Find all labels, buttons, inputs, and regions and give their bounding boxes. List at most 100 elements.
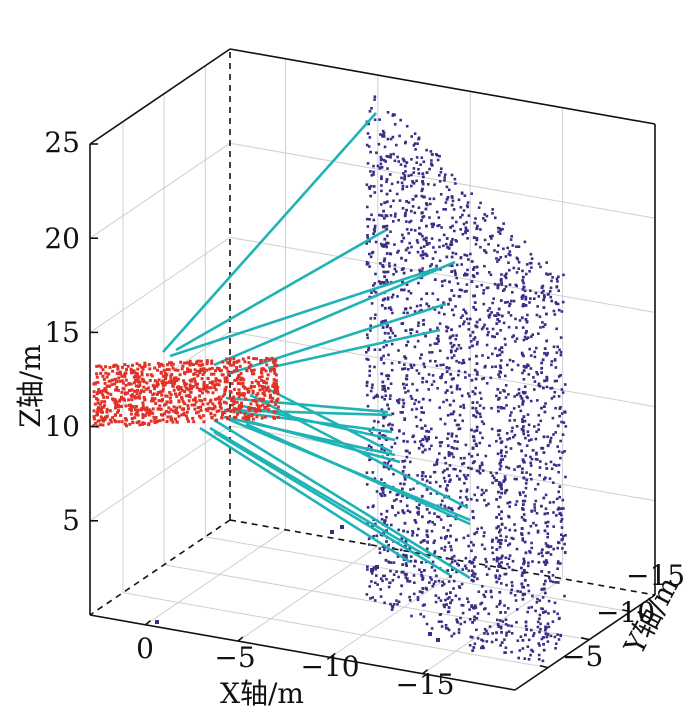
camera-point xyxy=(161,418,165,422)
building-point xyxy=(422,323,425,326)
building-point xyxy=(452,554,456,558)
camera-point xyxy=(170,363,174,367)
camera-point xyxy=(138,423,142,427)
building-point xyxy=(522,415,526,418)
building-point xyxy=(545,272,548,275)
camera-point xyxy=(142,406,146,410)
building-point xyxy=(525,272,528,276)
building-point xyxy=(521,458,525,462)
building-point xyxy=(392,499,396,502)
building-point xyxy=(367,358,370,361)
building-point xyxy=(525,444,529,447)
building-point xyxy=(543,591,547,595)
building-point xyxy=(474,415,478,419)
building-point xyxy=(521,420,524,424)
building-point xyxy=(442,233,446,237)
building-point xyxy=(541,554,544,558)
building-point xyxy=(504,623,508,626)
building-point xyxy=(525,628,528,631)
camera-point xyxy=(257,384,261,388)
building-point xyxy=(483,219,487,222)
camera-point xyxy=(156,407,160,411)
building-point xyxy=(413,310,417,313)
building-point xyxy=(484,607,487,610)
y-tick-label: −10 xyxy=(596,596,655,629)
building-point xyxy=(545,312,548,316)
building-point xyxy=(372,284,375,287)
building-point xyxy=(381,434,385,437)
building-point xyxy=(520,316,524,320)
building-point xyxy=(455,538,458,541)
building-point xyxy=(380,175,383,178)
building-point xyxy=(404,554,408,558)
building-point xyxy=(543,512,547,516)
building-point xyxy=(443,312,446,316)
building-point xyxy=(384,389,387,393)
camera-point xyxy=(270,399,274,403)
camera-point xyxy=(133,394,137,398)
building-point xyxy=(488,313,492,316)
building-point xyxy=(497,230,500,234)
building-point xyxy=(402,529,405,533)
building-point xyxy=(397,349,400,352)
building-point xyxy=(529,252,533,256)
building-point xyxy=(475,577,479,581)
building-point xyxy=(444,487,448,490)
camera-point xyxy=(224,385,228,389)
camera-point xyxy=(145,373,149,377)
building-point xyxy=(458,413,462,417)
building-point xyxy=(480,463,484,467)
building-point xyxy=(522,503,525,506)
building-point xyxy=(482,491,486,495)
building-point xyxy=(466,498,469,501)
building-point xyxy=(366,336,369,340)
building-point xyxy=(425,529,429,533)
building-point xyxy=(552,345,556,349)
camera-point xyxy=(257,405,260,409)
camera-point xyxy=(199,359,203,363)
building-point xyxy=(499,451,503,454)
camera-point xyxy=(234,415,238,419)
building-point xyxy=(461,314,464,317)
building-point xyxy=(544,542,548,545)
camera-point xyxy=(140,365,143,369)
camera-point xyxy=(184,394,188,398)
camera-point xyxy=(194,383,198,386)
building-point xyxy=(480,543,484,547)
building-point xyxy=(454,594,458,598)
camera-point xyxy=(116,403,120,407)
building-point xyxy=(402,402,406,405)
building-point xyxy=(499,565,503,568)
building-point xyxy=(423,435,427,438)
building-point xyxy=(463,253,466,257)
building-point xyxy=(491,365,494,369)
building-point xyxy=(500,482,503,486)
building-point xyxy=(552,395,556,398)
building-point xyxy=(379,588,382,591)
camera-point xyxy=(208,367,212,371)
building-point xyxy=(330,530,334,534)
building-point xyxy=(413,440,417,444)
camera-point xyxy=(138,363,142,367)
building-point xyxy=(380,408,384,411)
building-point xyxy=(386,167,389,170)
building-point xyxy=(498,364,502,368)
building-point xyxy=(428,216,431,219)
building-point xyxy=(375,565,379,569)
building-point xyxy=(405,556,408,560)
building-point xyxy=(530,257,534,260)
building-point xyxy=(559,373,562,377)
building-point xyxy=(473,615,476,619)
building-point xyxy=(479,415,482,418)
building-point xyxy=(476,224,479,228)
building-point xyxy=(465,488,469,491)
building-point xyxy=(498,375,501,379)
building-point xyxy=(383,601,386,605)
building-point xyxy=(436,458,439,462)
building-point xyxy=(500,346,503,350)
camera-point xyxy=(173,377,177,381)
building-point xyxy=(456,384,459,387)
building-point xyxy=(543,295,546,299)
grid-line xyxy=(122,592,549,669)
building-point xyxy=(395,599,398,602)
